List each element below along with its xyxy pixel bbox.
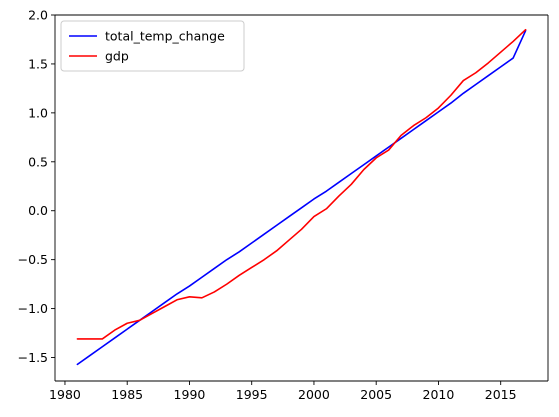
axes xyxy=(54,14,549,382)
legend-label-total-temp-change: total_temp_change xyxy=(105,29,225,44)
x-tick-label: 1980 xyxy=(49,387,81,402)
x-axis-ticks: 1980 1985 1990 1995 2000 2005 2010 2015 xyxy=(49,381,517,402)
plot-area xyxy=(55,15,548,381)
y-tick-label: 0.0 xyxy=(28,203,48,218)
y-tick-label: 2.0 xyxy=(28,8,48,23)
y-tick-label: 1.0 xyxy=(28,105,48,120)
x-tick-label: 2010 xyxy=(423,387,455,402)
y-axis-ticks: −1.5 −1.0 −0.5 0.0 0.5 1.0 1.5 2.0 xyxy=(18,8,55,365)
x-tick-label: 1995 xyxy=(236,387,268,402)
y-tick-label: 0.5 xyxy=(28,154,48,169)
y-tick-label: 1.5 xyxy=(28,56,48,71)
x-tick-label: 2005 xyxy=(360,387,392,402)
y-tick-label: −0.5 xyxy=(18,252,48,267)
plot-background xyxy=(55,15,548,381)
series-line-total-temp-change xyxy=(76,29,527,366)
x-tick-label: 2000 xyxy=(298,387,330,402)
series-lines xyxy=(76,28,527,366)
x-tick-label: 2015 xyxy=(485,387,517,402)
y-tick-label: −1.0 xyxy=(18,301,48,316)
x-tick-label: 1990 xyxy=(174,387,206,402)
legend-box xyxy=(60,20,245,72)
legend-label-gdp: gdp xyxy=(105,49,129,64)
x-tick-label: 1985 xyxy=(111,387,143,402)
y-tick-label: −1.5 xyxy=(18,350,48,365)
series-line-gdp xyxy=(76,28,527,340)
